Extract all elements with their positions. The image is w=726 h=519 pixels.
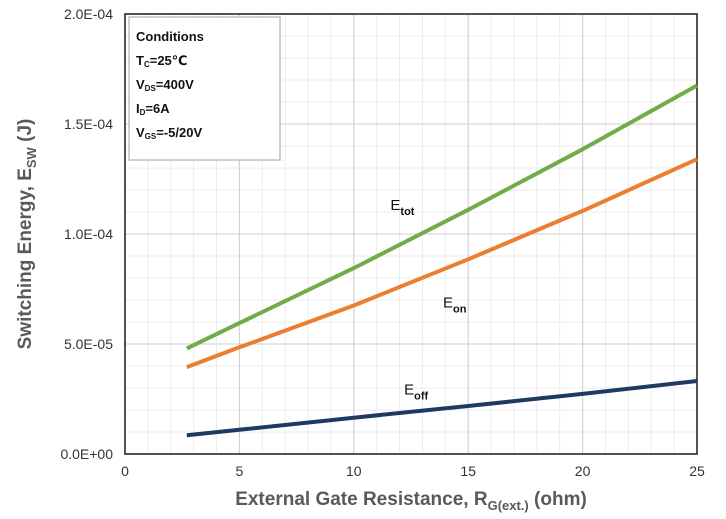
x-tick-label: 15 — [460, 463, 476, 479]
conditions-title: Conditions — [136, 29, 204, 44]
y-tick-label: 1.0E-04 — [64, 226, 113, 242]
x-tick-label: 0 — [121, 463, 129, 479]
x-tick-label: 5 — [236, 463, 244, 479]
x-tick-label: 10 — [346, 463, 362, 479]
x-axis-title: External Gate Resistance, RG(ext.) (ohm) — [235, 489, 587, 513]
y-tick-label: 1.5E-04 — [64, 116, 113, 132]
conditions-line: TC=25℃ — [136, 53, 188, 69]
x-tick-label: 20 — [575, 463, 591, 479]
y-tick-label: 2.0E-04 — [64, 6, 113, 22]
y-tick-label: 5.0E-05 — [64, 336, 113, 352]
y-tick-label: 0.0E+00 — [60, 446, 113, 462]
x-tick-label: 25 — [689, 463, 705, 479]
y-axis-title: Switching Energy, ESW (J) — [15, 119, 39, 350]
